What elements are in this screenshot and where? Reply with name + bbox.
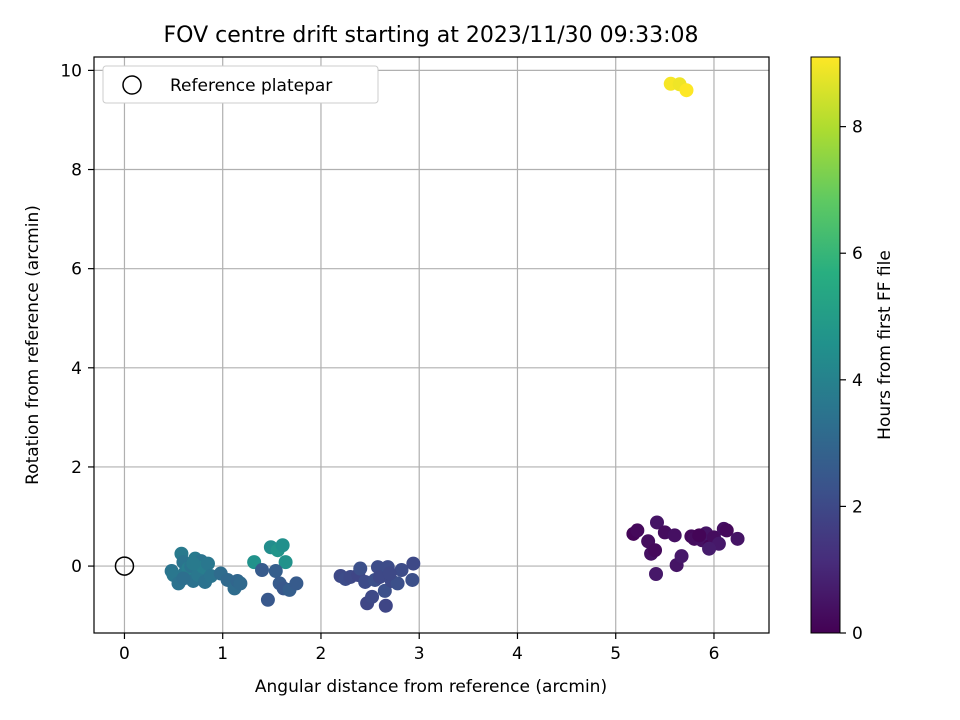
data-point (702, 541, 717, 556)
data-point (255, 563, 270, 578)
data-point (649, 515, 664, 530)
data-point (233, 576, 248, 591)
data-point (365, 589, 380, 604)
legend: Reference platepar (102, 65, 379, 104)
plot-frame (93, 56, 770, 634)
x-tick-label: 2 (316, 644, 327, 664)
data-point (394, 563, 409, 578)
colorbar-gradient (810, 56, 841, 634)
data-point (377, 583, 392, 598)
chart-title: FOV centre drift starting at 2023/11/30 … (164, 23, 699, 48)
data-point (378, 598, 393, 613)
colorbar-tick-label: 6 (852, 244, 863, 264)
data-point (692, 528, 707, 543)
grid-lines (94, 57, 769, 633)
data-point (730, 531, 745, 546)
legend-entry-reference: Reference platepar (170, 76, 332, 96)
y-tick-label: 6 (71, 260, 82, 280)
data-point (679, 83, 694, 98)
x-tick-label: 4 (512, 644, 523, 664)
colorbar-ticks: 0 2 4 6 8 (840, 118, 863, 644)
data-point (260, 592, 275, 607)
data-point (674, 549, 689, 564)
data-point (382, 566, 397, 581)
data-point (406, 556, 421, 571)
data-point (275, 538, 290, 553)
data-point (200, 556, 215, 571)
data-point (278, 555, 293, 570)
x-axis-ticks: 0 1 2 3 4 5 6 (119, 633, 719, 664)
y-axis-label: Rotation from reference (arcmin) (23, 205, 43, 485)
data-point (289, 576, 304, 591)
data-point (353, 561, 368, 576)
x-tick-label: 3 (414, 644, 425, 664)
x-tick-label: 5 (610, 644, 621, 664)
legend-marker-icon (122, 75, 142, 95)
y-tick-label: 4 (71, 359, 82, 379)
y-tick-label: 0 (71, 557, 82, 577)
x-tick-label: 1 (217, 644, 228, 664)
x-tick-label: 0 (119, 644, 130, 664)
colorbar: 0 2 4 6 8 Hours from first FF file (810, 56, 895, 644)
data-point (390, 576, 405, 591)
x-axis-label: Angular distance from reference (arcmin) (255, 677, 607, 697)
data-point (667, 528, 682, 543)
data-point (176, 571, 191, 586)
colorbar-tick-label: 4 (852, 371, 863, 391)
colorbar-tick-label: 8 (852, 118, 863, 138)
data-point (648, 543, 663, 558)
data-point (719, 523, 734, 538)
data-points (164, 76, 745, 613)
data-point (405, 572, 420, 587)
y-tick-label: 10 (60, 61, 82, 81)
colorbar-tick-label: 0 (852, 624, 863, 644)
y-axis-ticks: 0 2 4 6 8 10 (60, 61, 94, 577)
data-point (630, 523, 645, 538)
x-tick-label: 6 (709, 644, 720, 664)
y-tick-label: 2 (71, 458, 82, 478)
legend-box (102, 65, 379, 104)
reference-platepar-marker (114, 556, 135, 576)
y-tick-label: 8 (71, 161, 82, 181)
data-point (268, 564, 283, 579)
data-point (186, 556, 201, 571)
colorbar-label: Hours from first FF file (875, 250, 895, 440)
colorbar-tick-label: 2 (852, 497, 863, 517)
data-point (649, 567, 664, 582)
